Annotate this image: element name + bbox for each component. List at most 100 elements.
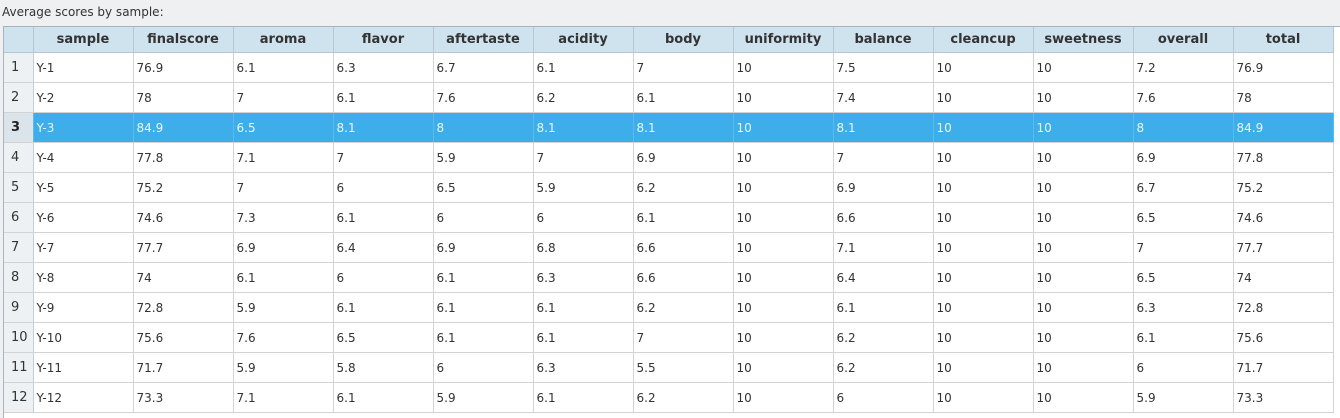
cell-balance[interactable]: 7.1: [833, 232, 934, 263]
cell-aftertaste[interactable]: 6.7: [433, 52, 534, 83]
cell-overall[interactable]: 8: [1133, 112, 1234, 143]
cell-uniformity[interactable]: 10: [733, 172, 834, 203]
cell-total[interactable]: 78: [1233, 82, 1334, 113]
cell-flavor[interactable]: 6.3: [333, 52, 434, 83]
cell-aftertaste[interactable]: 6.1: [433, 262, 534, 293]
cell-total[interactable]: 77.7: [1233, 232, 1334, 263]
cell-overall[interactable]: 6.7: [1133, 172, 1234, 203]
column-header-cleancup[interactable]: cleancup: [933, 27, 1034, 53]
cell-acidity[interactable]: 6.1: [533, 52, 634, 83]
cell-total[interactable]: 72.8: [1233, 292, 1334, 323]
cell-aftertaste[interactable]: 8: [433, 112, 534, 143]
row-header[interactable]: 12: [4, 382, 34, 413]
column-header-aftertaste[interactable]: aftertaste: [433, 27, 534, 53]
cell-acidity[interactable]: 6.2: [533, 82, 634, 113]
cell-uniformity[interactable]: 10: [733, 382, 834, 413]
cell-balance[interactable]: 6.6: [833, 202, 934, 233]
cell-flavor[interactable]: 7: [333, 142, 434, 173]
cell-finalscore[interactable]: 75.6: [133, 322, 234, 353]
cell-body[interactable]: 5.5: [633, 352, 734, 383]
cell-acidity[interactable]: 5.9: [533, 172, 634, 203]
cell-sweetness[interactable]: 10: [1033, 262, 1134, 293]
cell-aroma[interactable]: 5.9: [233, 352, 334, 383]
cell-finalscore[interactable]: 77.8: [133, 142, 234, 173]
cell-sample[interactable]: Y-6: [33, 202, 134, 233]
cell-sample[interactable]: Y-4: [33, 142, 134, 173]
cell-total[interactable]: 71.7: [1233, 352, 1334, 383]
cell-sample[interactable]: Y-9: [33, 292, 134, 323]
row-header[interactable]: 4: [4, 142, 34, 173]
cell-aroma[interactable]: 7.1: [233, 142, 334, 173]
cell-flavor[interactable]: 6.1: [333, 382, 434, 413]
cell-acidity[interactable]: 8.1: [533, 112, 634, 143]
row-header[interactable]: 3: [4, 112, 34, 143]
cell-uniformity[interactable]: 10: [733, 262, 834, 293]
cell-total[interactable]: 77.8: [1233, 142, 1334, 173]
row-header[interactable]: 10: [4, 322, 34, 353]
cell-acidity[interactable]: 7: [533, 142, 634, 173]
cell-uniformity[interactable]: 10: [733, 322, 834, 353]
cell-body[interactable]: 6.6: [633, 232, 734, 263]
table-row[interactable]: 6 Y-6 74.6 7.3 6.1 6 6 6.1 10 6.6 10 10 6.5 74.6: [4, 202, 1334, 233]
cell-overall[interactable]: 6.5: [1133, 202, 1234, 233]
cell-uniformity[interactable]: 10: [733, 232, 834, 263]
cell-uniformity[interactable]: 10: [733, 142, 834, 173]
cell-balance[interactable]: 6.2: [833, 352, 934, 383]
cell-aftertaste[interactable]: 5.9: [433, 382, 534, 413]
cell-sample[interactable]: Y-1: [33, 52, 134, 83]
cell-acidity[interactable]: 6.3: [533, 352, 634, 383]
cell-cleancup[interactable]: 10: [933, 262, 1034, 293]
table-row[interactable]: 11 Y-11 71.7 5.9 5.8 6 6.3 5.5 10 6.2 10 10 6 71.7: [4, 352, 1334, 383]
cell-sweetness[interactable]: 10: [1033, 112, 1134, 143]
row-header[interactable]: 5: [4, 172, 34, 203]
row-header[interactable]: 6: [4, 202, 34, 233]
column-header-balance[interactable]: balance: [833, 27, 934, 53]
cell-sweetness[interactable]: 10: [1033, 52, 1134, 83]
row-header[interactable]: 8: [4, 262, 34, 293]
cell-acidity[interactable]: 6.1: [533, 292, 634, 323]
cell-body[interactable]: 6.1: [633, 82, 734, 113]
cell-sample[interactable]: Y-3: [33, 112, 134, 143]
cell-aroma[interactable]: 7.1: [233, 382, 334, 413]
cell-balance[interactable]: 6.2: [833, 322, 934, 353]
cell-sample[interactable]: Y-7: [33, 232, 134, 263]
cell-cleancup[interactable]: 10: [933, 352, 1034, 383]
cell-total[interactable]: 75.6: [1233, 322, 1334, 353]
table-row[interactable]: 2 Y-2 78 7 6.1 7.6 6.2 6.1 10 7.4 10 10 7.6 78: [4, 82, 1334, 113]
cell-finalscore[interactable]: 75.2: [133, 172, 234, 203]
cell-balance[interactable]: 7.4: [833, 82, 934, 113]
cell-cleancup[interactable]: 10: [933, 232, 1034, 263]
cell-finalscore[interactable]: 76.9: [133, 52, 234, 83]
cell-total[interactable]: 76.9: [1233, 52, 1334, 83]
column-header-finalscore[interactable]: finalscore: [133, 27, 234, 53]
cell-sweetness[interactable]: 10: [1033, 172, 1134, 203]
cell-cleancup[interactable]: 10: [933, 322, 1034, 353]
table-row[interactable]: 3 Y-3 84.9 6.5 8.1 8 8.1 8.1 10 8.1 10 10 8 84.9: [4, 112, 1334, 143]
cell-total[interactable]: 73.3: [1233, 382, 1334, 413]
cell-aftertaste[interactable]: 6.1: [433, 292, 534, 323]
table-row[interactable]: 4 Y-4 77.8 7.1 7 5.9 7 6.9 10 7 10 10 6.9 77.8: [4, 142, 1334, 173]
cell-cleancup[interactable]: 10: [933, 202, 1034, 233]
cell-acidity[interactable]: 6.1: [533, 322, 634, 353]
cell-finalscore[interactable]: 73.3: [133, 382, 234, 413]
cell-aftertaste[interactable]: 7.6: [433, 82, 534, 113]
column-header-uniformity[interactable]: uniformity: [733, 27, 834, 53]
cell-total[interactable]: 74: [1233, 262, 1334, 293]
column-header-sweetness[interactable]: sweetness: [1033, 27, 1134, 53]
table-row[interactable]: 7 Y-7 77.7 6.9 6.4 6.9 6.8 6.6 10 7.1 10 10 7 77.7: [4, 232, 1334, 263]
table-row[interactable]: 9 Y-9 72.8 5.9 6.1 6.1 6.1 6.2 10 6.1 10 10 6.3 72.8: [4, 292, 1334, 323]
cell-aroma[interactable]: 6.1: [233, 52, 334, 83]
cell-aftertaste[interactable]: 6.5: [433, 172, 534, 203]
cell-finalscore[interactable]: 77.7: [133, 232, 234, 263]
cell-balance[interactable]: 7: [833, 142, 934, 173]
cell-acidity[interactable]: 6.3: [533, 262, 634, 293]
cell-balance[interactable]: 6.1: [833, 292, 934, 323]
cell-flavor[interactable]: 6.4: [333, 232, 434, 263]
cell-body[interactable]: 6.2: [633, 382, 734, 413]
cell-body[interactable]: 7: [633, 52, 734, 83]
cell-body[interactable]: 6.2: [633, 292, 734, 323]
cell-cleancup[interactable]: 10: [933, 82, 1034, 113]
column-header-body[interactable]: body: [633, 27, 734, 53]
table-row[interactable]: 5 Y-5 75.2 7 6 6.5 5.9 6.2 10 6.9 10 10 6.7 75.2: [4, 172, 1334, 203]
cell-cleancup[interactable]: 10: [933, 382, 1034, 413]
